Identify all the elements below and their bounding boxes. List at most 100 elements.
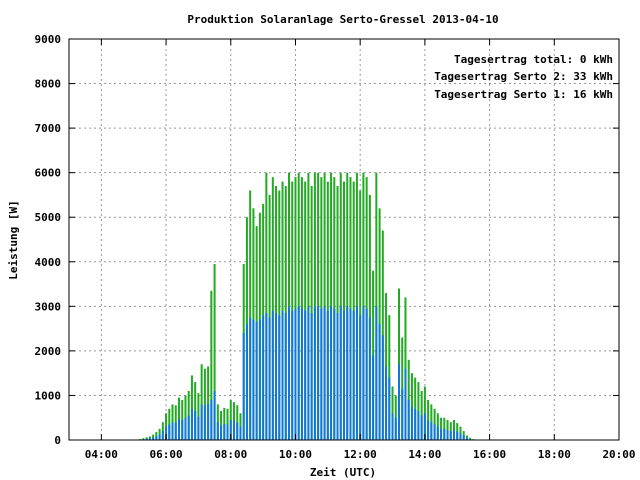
bar-serto-1 xyxy=(417,411,420,440)
bar-serto-2 xyxy=(265,172,268,441)
bar-serto-1 xyxy=(323,306,326,440)
bar-serto-1 xyxy=(268,317,271,440)
bar-serto-1 xyxy=(453,429,455,440)
bar-serto-1 xyxy=(203,405,206,440)
bar-serto-1 xyxy=(216,422,219,440)
x-tick-label: 06:00 xyxy=(149,448,182,461)
bar-serto-1 xyxy=(469,438,472,440)
bar-serto-2 xyxy=(178,397,180,440)
y-tick-label: 1000 xyxy=(35,389,62,402)
y-tick-label: 9000 xyxy=(35,33,62,46)
y-axis-label: Leistung [W] xyxy=(7,200,20,279)
bar-serto-2 xyxy=(200,364,203,440)
bar-serto-1 xyxy=(436,426,439,440)
bar-serto-2 xyxy=(326,181,329,440)
y-tick-label: 6000 xyxy=(35,167,62,180)
legend-entry-total: Tagesertrag total: 0 kWh xyxy=(454,53,613,66)
bar-serto-1 xyxy=(236,422,239,440)
bar-serto-2 xyxy=(271,177,274,440)
bar-serto-2 xyxy=(281,181,284,440)
bar-serto-1 xyxy=(343,310,345,440)
bar-serto-2 xyxy=(168,408,171,440)
bar-serto-1 xyxy=(326,310,329,440)
bar-serto-1 xyxy=(349,308,352,440)
bar-serto-1 xyxy=(168,424,171,440)
bar-serto-1 xyxy=(362,306,365,440)
bar-serto-1 xyxy=(184,417,187,440)
bar-serto-1 xyxy=(430,422,433,440)
bar-serto-1 xyxy=(207,404,210,440)
bar-serto-1 xyxy=(190,408,193,440)
legend-entry-serto-1: Tagesertrag Serto 1: 16 kWh xyxy=(434,88,613,101)
bar-serto-1 xyxy=(300,308,303,440)
bar-serto-1 xyxy=(465,437,468,440)
x-tick-label: 12:00 xyxy=(344,448,377,461)
bar-serto-2 xyxy=(423,386,426,440)
legend: Tagesertrag total: 0 kWh Tagesertrag Ser… xyxy=(434,53,613,101)
bar-serto-1 xyxy=(200,404,203,440)
bar-serto-1 xyxy=(220,425,223,440)
bar-serto-2 xyxy=(453,419,455,440)
axis-ticks: 0 1000 2000 3000 4000 5000 6000 7000 8000 9000 04:… xyxy=(35,33,636,461)
bar-serto-1 xyxy=(404,368,407,440)
bar-serto-1 xyxy=(181,419,184,440)
bar-serto-1 xyxy=(378,324,381,440)
bar-serto-1 xyxy=(187,415,190,440)
bar-serto-1 xyxy=(346,306,349,440)
bar-serto-1 xyxy=(388,377,391,440)
bar-serto-2 xyxy=(197,393,200,440)
y-tick-label: 5000 xyxy=(35,211,62,224)
bar-serto-1 xyxy=(427,419,430,440)
x-tick-label: 10:00 xyxy=(279,448,312,461)
bar-serto-1 xyxy=(297,306,300,440)
bar-serto-1 xyxy=(271,310,274,440)
bar-serto-2 xyxy=(203,368,206,440)
bar-serto-1 xyxy=(410,406,413,440)
bar-serto-1 xyxy=(446,429,449,440)
bar-serto-1 xyxy=(245,324,248,440)
bar-serto-1 xyxy=(459,433,462,440)
bar-serto-1 xyxy=(420,415,423,440)
bar-serto-1 xyxy=(145,438,148,440)
bar-serto-1 xyxy=(165,426,168,440)
bar-serto-1 xyxy=(210,399,213,440)
bar-serto-1 xyxy=(194,411,197,440)
bar-serto-1 xyxy=(391,413,394,440)
bar-serto-1 xyxy=(174,422,177,440)
bar-serto-2 xyxy=(398,288,400,440)
bar-serto-2 xyxy=(310,186,313,440)
bar-serto-1 xyxy=(155,435,158,440)
bar-serto-1 xyxy=(158,434,161,440)
bar-serto-1 xyxy=(304,310,307,440)
bar-serto-2 xyxy=(336,186,339,440)
y-tick-label: 0 xyxy=(54,434,61,447)
bar-serto-1 xyxy=(265,313,268,440)
bar-serto-1 xyxy=(330,306,333,440)
bar-serto-2 xyxy=(226,408,229,440)
bar-serto-1 xyxy=(255,321,258,440)
bar-serto-2 xyxy=(459,426,462,440)
bar-serto-1 xyxy=(310,313,313,440)
chart-title: Produktion Solaranlage Serto-Gressel 201… xyxy=(187,13,498,26)
bar-serto-1 xyxy=(284,313,287,440)
bar-serto-1 xyxy=(242,333,245,440)
y-tick-label: 4000 xyxy=(35,256,62,269)
y-tick-label: 2000 xyxy=(35,345,62,358)
bar-serto-1 xyxy=(171,422,174,440)
bar-serto-2 xyxy=(194,382,197,440)
bar-serto-2 xyxy=(284,186,287,440)
bar-serto-2 xyxy=(304,181,307,440)
bar-serto-2 xyxy=(210,290,213,440)
bar-serto-1 xyxy=(339,306,342,440)
bar-serto-2 xyxy=(207,366,210,440)
bar-serto-1 xyxy=(365,308,368,440)
bar-serto-1 xyxy=(423,413,426,440)
x-tick-label: 16:00 xyxy=(473,448,506,461)
bar-serto-2 xyxy=(213,264,216,440)
bar-serto-1 xyxy=(152,437,155,440)
plot-frame xyxy=(68,38,620,441)
bar-serto-1 xyxy=(433,424,436,440)
bar-serto-1 xyxy=(252,319,255,440)
bar-serto-2 xyxy=(391,386,394,440)
bar-serto-1 xyxy=(213,390,216,440)
